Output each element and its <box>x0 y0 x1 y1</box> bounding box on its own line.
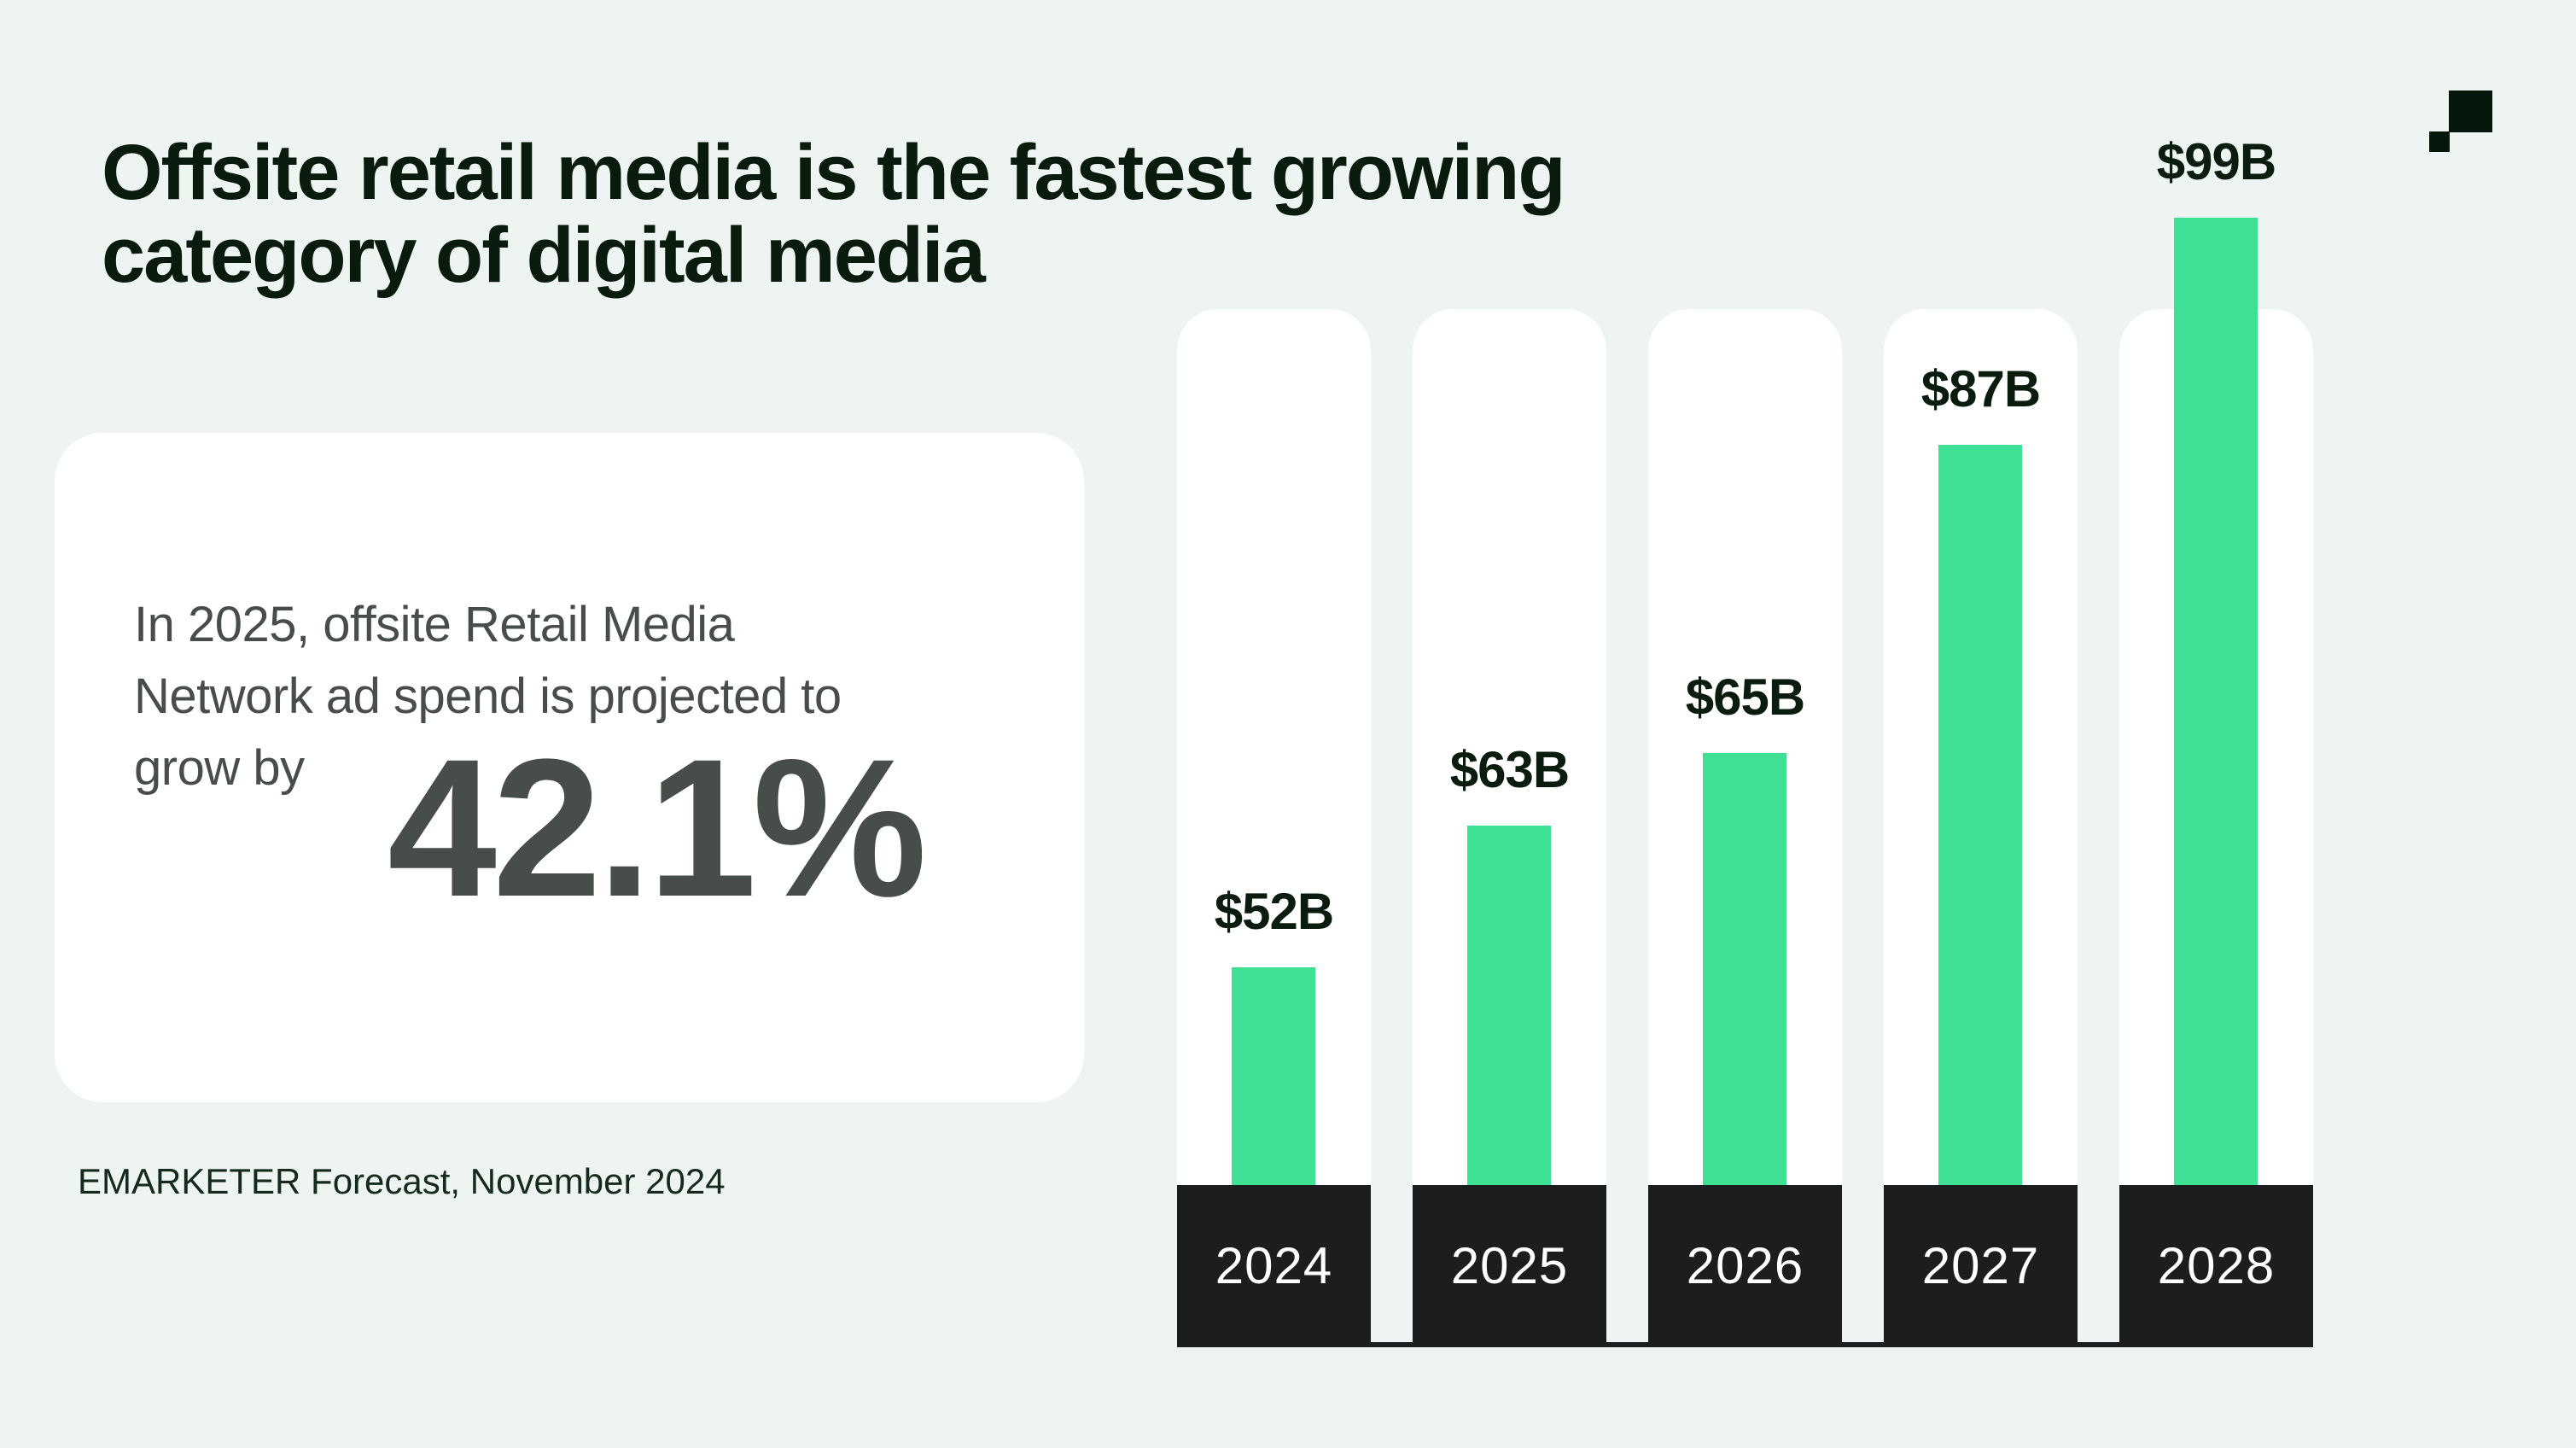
logo-small-square-icon <box>2429 131 2450 152</box>
bar <box>1232 967 1315 1186</box>
year-label: 2028 <box>2157 1237 2276 1294</box>
bar-column: $87B 2027 <box>1884 0 2078 1448</box>
year-label: 2025 <box>1450 1237 1569 1294</box>
stat-card-text-line-3: grow by <box>134 740 305 796</box>
year-label-block: 2027 <box>1884 1185 2078 1346</box>
stat-card: In 2025, offsite Retail Media Network ad… <box>55 433 1084 1102</box>
year-label: 2026 <box>1686 1237 1804 1294</box>
bar-chart: $52B 2024 $63B 2025 $65B 2026 $87B 2027 … <box>1177 0 2313 1448</box>
bar-value-label: $99B <box>2156 133 2276 190</box>
year-label-block: 2024 <box>1177 1185 1371 1346</box>
bar <box>1467 826 1551 1186</box>
source-note: EMARKETER Forecast, November 2024 <box>78 1161 726 1201</box>
bar-column: $65B 2026 <box>1648 0 1842 1448</box>
page-title-line-2: category of digital media <box>102 212 986 300</box>
bar-column: $52B 2024 <box>1177 0 1371 1448</box>
stat-card-text-line-1: In 2025, offsite Retail Media <box>134 597 735 652</box>
logo-large-square-icon <box>2449 90 2492 132</box>
bar <box>2174 218 2258 1186</box>
bar-value-label: $63B <box>1449 741 1570 798</box>
bar-value-label: $65B <box>1685 669 1805 726</box>
year-label-block: 2026 <box>1648 1185 1842 1346</box>
bar-value-label: $87B <box>1920 360 2041 417</box>
year-label: 2027 <box>1921 1237 2040 1294</box>
stat-card-text: In 2025, offsite Retail Media Network ad… <box>134 589 842 804</box>
year-label-block: 2028 <box>2119 1185 2313 1346</box>
stat-card-text-line-2: Network ad spend is projected to <box>134 669 842 724</box>
stat-value: 42.1% <box>388 718 927 937</box>
year-label: 2024 <box>1215 1237 1333 1294</box>
logo-icon <box>2429 90 2493 152</box>
bar-value-label: $52B <box>1214 883 1334 940</box>
bar <box>1703 753 1786 1186</box>
year-label-block: 2025 <box>1413 1185 1606 1346</box>
page-title: Offsite retail media is the fastest grow… <box>102 128 1566 300</box>
bar <box>1938 445 2022 1186</box>
bar-column: $99B 2028 <box>2119 0 2313 1448</box>
bar-column: $63B 2025 <box>1413 0 1606 1448</box>
page-title-line-1: Offsite retail media is the fastest grow… <box>102 128 1566 216</box>
